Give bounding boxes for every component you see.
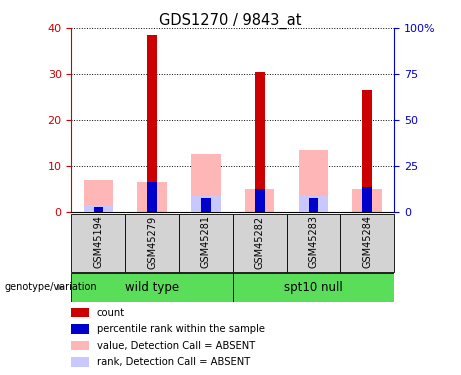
Text: genotype/variation: genotype/variation — [5, 282, 97, 292]
Bar — [83, 205, 113, 212]
Bar — [353, 189, 382, 212]
Text: GSM45279: GSM45279 — [147, 216, 157, 268]
Bar — [125, 214, 179, 272]
Bar — [179, 214, 233, 272]
Bar — [71, 357, 89, 367]
Bar — [71, 341, 89, 350]
Bar — [233, 214, 287, 272]
Bar — [309, 198, 318, 212]
Text: wild type: wild type — [125, 281, 179, 294]
Text: GSM45282: GSM45282 — [254, 216, 265, 268]
Text: percentile rank within the sample: percentile rank within the sample — [97, 324, 265, 334]
Bar — [148, 35, 157, 212]
Bar — [255, 72, 265, 212]
Bar — [362, 90, 372, 212]
Text: GSM45284: GSM45284 — [362, 216, 372, 268]
Bar — [299, 150, 328, 212]
Bar — [287, 214, 340, 272]
Bar — [191, 196, 221, 212]
Text: count: count — [97, 308, 125, 318]
Text: rank, Detection Call = ABSENT: rank, Detection Call = ABSENT — [97, 357, 250, 367]
Text: GSM45194: GSM45194 — [93, 216, 103, 268]
Text: value, Detection Call = ABSENT: value, Detection Call = ABSENT — [97, 340, 255, 351]
Bar — [148, 182, 157, 212]
Text: GSM45283: GSM45283 — [308, 216, 319, 268]
Bar — [245, 189, 274, 212]
Text: spt10 null: spt10 null — [284, 281, 343, 294]
Bar — [71, 308, 89, 317]
Bar — [233, 273, 394, 302]
Bar — [71, 273, 233, 302]
Bar — [201, 198, 211, 212]
Bar — [94, 207, 103, 212]
Bar — [340, 214, 394, 272]
Bar — [255, 189, 265, 212]
Text: GSM45281: GSM45281 — [201, 216, 211, 268]
Bar — [71, 324, 89, 334]
Bar — [299, 196, 328, 212]
Bar — [71, 214, 125, 272]
Bar — [137, 182, 167, 212]
Bar — [362, 187, 372, 212]
Bar — [83, 180, 113, 212]
Text: GDS1270 / 9843_at: GDS1270 / 9843_at — [159, 13, 302, 29]
Bar — [191, 154, 221, 212]
